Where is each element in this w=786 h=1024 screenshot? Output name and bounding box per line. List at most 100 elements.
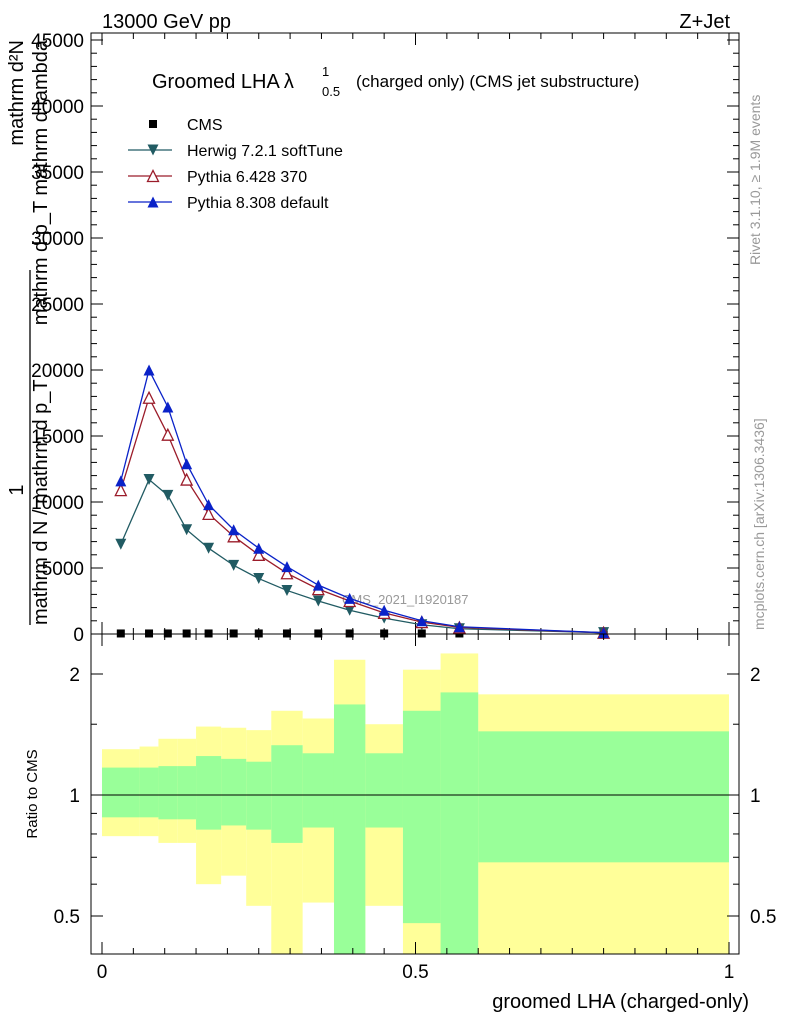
data-point	[254, 629, 263, 638]
rivet-label: Rivet 3.1.10, ≥ 1.9M events	[747, 95, 763, 265]
data-point	[416, 615, 428, 627]
ratio-band-inner	[158, 766, 178, 820]
ratio-band-inner	[271, 745, 303, 843]
y-axis-label-fragment: mathrm d p_T mathrm d lambda	[30, 39, 52, 325]
ratio-y-tick-label: 2	[69, 665, 80, 686]
ratio-band-inner	[333, 704, 366, 954]
y-tick-label: 35000	[31, 163, 84, 184]
legend-item: Pythia 8.308 default	[128, 195, 329, 212]
ratio-y-tick-label-right: 1	[750, 786, 761, 807]
data-point	[281, 584, 293, 596]
data-point	[202, 506, 216, 521]
data-point	[203, 499, 215, 511]
ratio-band-inner	[139, 767, 159, 818]
legend-label: CMS	[187, 117, 223, 134]
data-point	[115, 538, 127, 550]
x-tick-label: 0.5	[402, 962, 428, 983]
legend-label: Pythia 6.428 370	[187, 169, 307, 186]
y-tick-label: 40000	[31, 97, 84, 118]
data-point	[380, 629, 389, 638]
data-point	[203, 542, 215, 554]
ratio-plot: 0.5 0.5 1 1 2 2 0 0.5 1 Ratio to CMS groomed LHA…	[24, 633, 776, 1013]
watermark: CMS_2021_I1920187	[342, 592, 469, 607]
data-point	[228, 524, 240, 536]
x-tick-label: 1	[724, 962, 735, 983]
ratio-band-inner	[196, 756, 222, 830]
ratio-band-inner	[302, 753, 334, 828]
legend-marker	[146, 169, 160, 183]
ratio-band-inner	[440, 692, 479, 954]
data-point	[182, 629, 191, 638]
data-point	[161, 427, 175, 441]
data-point	[280, 566, 294, 580]
plot-title-suffix: (charged only) (CMS jet substructure)	[356, 72, 639, 91]
header-left-label: 13000 GeV pp	[102, 11, 231, 33]
legend-item: CMS	[149, 117, 223, 134]
legend-item: Herwig 7.2.1 softTune	[128, 143, 343, 160]
y-axis-label-fragment: mathrm d N / mathrm d p_T	[30, 379, 52, 625]
ratio-band-inner	[221, 758, 247, 826]
data-point	[227, 529, 241, 543]
data-point	[453, 621, 465, 633]
ratio-band-inner	[365, 753, 403, 828]
data-point	[143, 474, 155, 486]
data-point	[162, 489, 174, 501]
data-point	[312, 595, 324, 607]
y-axis-label-fragment: 1	[6, 484, 28, 495]
data-point	[181, 458, 193, 470]
y-tick-label: 25000	[31, 295, 84, 316]
plot-title: Groomed LHA λ 1 0.5 (charged only) (CMS j…	[152, 64, 639, 99]
data-point	[253, 573, 265, 585]
data-point	[204, 629, 213, 638]
data-point	[314, 629, 323, 638]
data-point	[598, 627, 610, 639]
header-right-label: Z+Jet	[679, 11, 730, 33]
series-line	[120, 395, 604, 634]
y-tick-label: 15000	[31, 427, 84, 448]
legend-marker	[149, 120, 157, 128]
y-tick-label: 20000	[31, 361, 84, 382]
ratio-band-inner	[478, 731, 729, 863]
y-axis-label-fragment: mathrm d²N	[6, 40, 28, 146]
data-point	[228, 559, 240, 571]
data-point	[344, 592, 356, 604]
data-point	[115, 475, 127, 487]
data-point	[116, 629, 125, 638]
y-tick-label: 30000	[31, 229, 84, 250]
ratio-y-tick-label: 1	[69, 786, 80, 807]
y-tick-label: 0	[73, 625, 84, 646]
ratio-y-tick-label-right: 2	[750, 665, 761, 686]
legend-marker	[147, 144, 159, 156]
data-point	[180, 472, 194, 486]
data-point	[253, 542, 265, 554]
legend-item: Pythia 6.428 370	[128, 169, 307, 186]
data-point	[345, 629, 354, 638]
data-point	[252, 547, 266, 561]
ratio-band-inner	[102, 767, 140, 818]
mcplots-label: mcplots.cern.ch [arXiv:1306.3436]	[751, 418, 767, 630]
series-line	[120, 478, 604, 634]
data-point	[162, 401, 174, 413]
data-point	[142, 390, 156, 404]
data-point	[229, 629, 238, 638]
legend-label: Herwig 7.2.1 softTune	[187, 143, 343, 160]
y-tick-label: 5000	[42, 559, 84, 580]
data-point	[344, 604, 356, 616]
legend-label: Pythia 8.308 default	[187, 195, 329, 212]
data-point	[163, 629, 172, 638]
ratio-band-inner	[246, 761, 272, 830]
data-point	[181, 524, 193, 536]
series-pythia-8-308-default	[115, 364, 610, 639]
ratio-ylabel: Ratio to CMS	[24, 749, 41, 838]
plot-title-sup: 1	[322, 64, 329, 79]
data-point	[417, 629, 426, 638]
legend-marker	[147, 196, 159, 208]
ratio-band-inner	[177, 766, 197, 820]
y-tick-label: 45000	[31, 31, 84, 52]
series-herwig-7-2-1-softtune	[115, 474, 610, 639]
plot-title-symbol: λ	[284, 71, 294, 93]
main-plot: 0 5000 10000 15000 20000 25000 30000 35000 40000…	[6, 31, 740, 646]
data-point	[378, 604, 390, 616]
